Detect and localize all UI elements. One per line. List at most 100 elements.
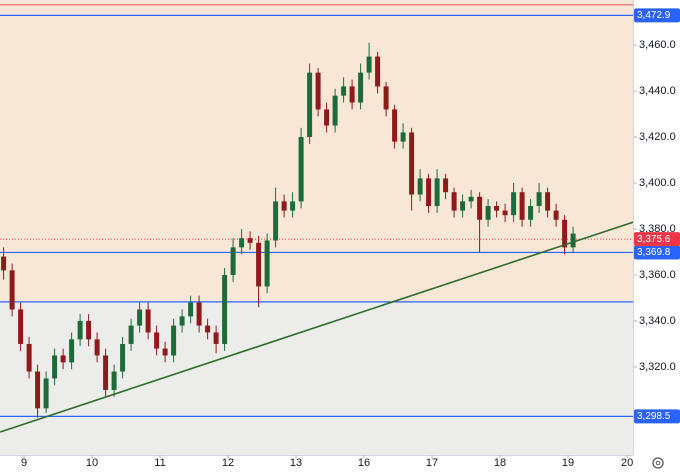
candle-body [298, 137, 304, 202]
level-label: 3,472.9 [637, 10, 671, 21]
level-tag [634, 245, 680, 260]
level-label: 3,369.8 [637, 247, 671, 258]
candle-body [545, 192, 551, 211]
level-tag [634, 8, 680, 23]
level-label: 3,298.5 [637, 411, 671, 422]
candle-body [281, 201, 287, 211]
candle [94, 332, 100, 363]
candle-body [468, 196, 474, 202]
candle [383, 81, 389, 117]
candle [332, 88, 338, 133]
candle [536, 183, 542, 213]
candle [366, 42, 372, 80]
candle [188, 295, 194, 324]
candle [196, 295, 202, 333]
candle-body [120, 343, 126, 372]
candle-body [443, 178, 449, 193]
candle [519, 187, 525, 227]
candle [400, 123, 406, 149]
candle-body [230, 247, 236, 275]
y-tick-label: 3,440.0 [639, 85, 676, 97]
candle [69, 332, 75, 370]
candle-body [256, 242, 262, 287]
x-tick-label: 17 [426, 457, 438, 469]
candle-body [290, 201, 296, 211]
candle-body [52, 355, 58, 379]
y-tick-label: 3,360.0 [639, 269, 676, 281]
candle-body [383, 86, 389, 110]
candle [128, 318, 134, 351]
candle-body [392, 109, 398, 142]
candle [349, 79, 355, 110]
candle [315, 68, 321, 117]
candle-body [528, 206, 534, 220]
candle [307, 63, 313, 144]
candle-body [502, 210, 508, 216]
candle-body [434, 178, 440, 207]
candle [77, 314, 83, 347]
candle-body [332, 95, 338, 126]
candle [43, 371, 49, 413]
candle [460, 194, 466, 218]
candle-body [426, 178, 432, 207]
x-tick-label: 10 [86, 457, 98, 469]
x-tick-label: 12 [222, 457, 234, 469]
candle-body [315, 72, 321, 110]
y-tick-label: 3,400.0 [639, 177, 676, 189]
candle [162, 341, 168, 363]
candle-body [477, 196, 483, 220]
candle [494, 201, 500, 218]
candle-body [366, 56, 372, 73]
candle-body [570, 233, 576, 248]
candle-body [35, 371, 41, 409]
candle-body [511, 192, 517, 216]
x-tick-label: 19 [562, 457, 574, 469]
zone [0, 0, 633, 302]
candle-body [562, 219, 568, 248]
y-tick-label: 3,420.0 [639, 131, 676, 143]
candle [485, 199, 491, 227]
gear-center[interactable] [655, 460, 661, 466]
candle [247, 231, 253, 250]
candle-body [409, 132, 415, 195]
candle [213, 325, 219, 354]
candle [1, 247, 7, 280]
candle-body [358, 72, 364, 103]
candle [375, 51, 381, 94]
candle [273, 187, 279, 248]
candle-body [494, 206, 500, 211]
candle [290, 192, 296, 218]
candle-body [188, 302, 194, 317]
zone [0, 301, 633, 455]
candle-body [400, 132, 406, 142]
candle [434, 169, 440, 213]
candle [239, 228, 245, 255]
x-tick-label: 16 [358, 457, 370, 469]
candle [298, 127, 304, 209]
candle-body [86, 320, 92, 340]
candle-body [69, 339, 75, 363]
candle-body [103, 355, 109, 390]
candle [35, 364, 41, 418]
candle [137, 302, 143, 333]
trendline [0, 221, 634, 433]
x-tick-label: 9 [21, 457, 27, 469]
level-tag [634, 409, 680, 424]
candle-body [247, 238, 253, 243]
candle-body [553, 210, 559, 220]
candle [222, 268, 228, 351]
candle [179, 309, 185, 333]
candle-body [179, 316, 185, 326]
candle [468, 189, 474, 209]
candle [26, 337, 32, 379]
candle [324, 102, 330, 133]
gear[interactable] [652, 457, 664, 469]
candle-body [239, 238, 245, 248]
last-price-label: 3,375.6 [637, 234, 671, 245]
candle [443, 173, 449, 200]
candle-body [349, 86, 355, 103]
settings-icon[interactable] [652, 457, 664, 469]
candle [528, 199, 534, 227]
candle [417, 169, 423, 202]
